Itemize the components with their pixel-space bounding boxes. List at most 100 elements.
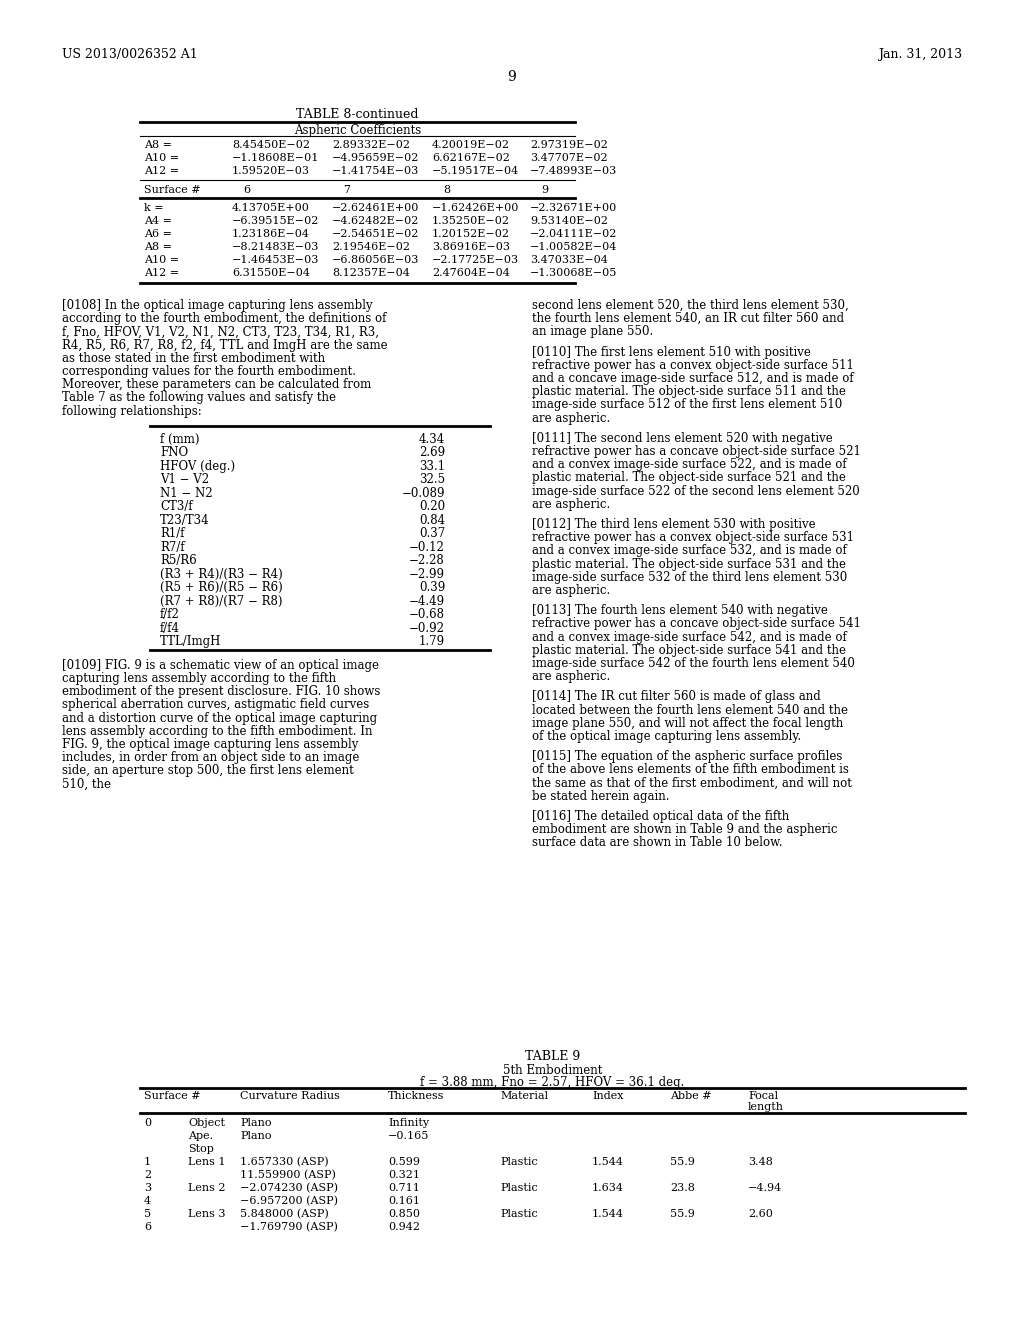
Text: embodiment are shown in Table 9 and the aspheric: embodiment are shown in Table 9 and the … — [532, 824, 838, 836]
Text: f (mm): f (mm) — [160, 433, 200, 446]
Text: −5.19517E−04: −5.19517E−04 — [432, 166, 519, 176]
Text: are aspheric.: are aspheric. — [532, 583, 610, 597]
Text: A8 =: A8 = — [144, 242, 172, 252]
Text: 1.23186E−04: 1.23186E−04 — [232, 228, 310, 239]
Text: Lens 2: Lens 2 — [188, 1183, 225, 1193]
Text: f = 3.88 mm, Fno = 2.57, HFOV = 36.1 deg.: f = 3.88 mm, Fno = 2.57, HFOV = 36.1 deg… — [420, 1076, 685, 1089]
Text: −0.165: −0.165 — [388, 1131, 429, 1140]
Text: −1.30068E−05: −1.30068E−05 — [530, 268, 617, 279]
Text: k =: k = — [144, 203, 164, 213]
Text: 1.59520E−03: 1.59520E−03 — [232, 166, 310, 176]
Text: −1.62426E+00: −1.62426E+00 — [432, 203, 519, 213]
Text: second lens element 520, the third lens element 530,: second lens element 520, the third lens … — [532, 300, 849, 312]
Text: refractive power has a concave object-side surface 521: refractive power has a concave object-si… — [532, 445, 861, 458]
Text: and a convex image-side surface 532, and is made of: and a convex image-side surface 532, and… — [532, 544, 847, 557]
Text: (R3 + R4)/(R3 − R4): (R3 + R4)/(R3 − R4) — [160, 568, 283, 581]
Text: 2.60: 2.60 — [748, 1209, 773, 1218]
Text: Infinity: Infinity — [388, 1118, 429, 1129]
Text: Surface #: Surface # — [144, 185, 201, 195]
Text: Plano: Plano — [240, 1118, 271, 1129]
Text: R1/f: R1/f — [160, 527, 184, 540]
Text: image plane 550, and will not affect the focal length: image plane 550, and will not affect the… — [532, 717, 843, 730]
Text: −0.68: −0.68 — [409, 609, 445, 622]
Text: A4 =: A4 = — [144, 216, 172, 226]
Text: 3: 3 — [144, 1183, 152, 1193]
Text: FNO: FNO — [160, 446, 188, 459]
Text: −1.00582E−04: −1.00582E−04 — [530, 242, 617, 252]
Text: 11.559900 (ASP): 11.559900 (ASP) — [240, 1170, 336, 1180]
Text: [0110] The first lens element 510 with positive: [0110] The first lens element 510 with p… — [532, 346, 811, 359]
Text: of the above lens elements of the fifth embodiment is: of the above lens elements of the fifth … — [532, 763, 849, 776]
Text: [0112] The third lens element 530 with positive: [0112] The third lens element 530 with p… — [532, 517, 816, 531]
Text: 2.97319E−02: 2.97319E−02 — [530, 140, 608, 150]
Text: the same as that of the first embodiment, and will not: the same as that of the first embodiment… — [532, 776, 852, 789]
Text: image-side surface 542 of the fourth lens element 540: image-side surface 542 of the fourth len… — [532, 657, 855, 671]
Text: 0.84: 0.84 — [419, 513, 445, 527]
Text: Lens 3: Lens 3 — [188, 1209, 225, 1218]
Text: 2.89332E−02: 2.89332E−02 — [332, 140, 410, 150]
Text: and a convex image-side surface 542, and is made of: and a convex image-side surface 542, and… — [532, 631, 847, 644]
Text: Surface #: Surface # — [144, 1092, 201, 1101]
Text: refractive power has a convex object-side surface 531: refractive power has a convex object-sid… — [532, 531, 854, 544]
Text: [0116] The detailed optical data of the fifth: [0116] The detailed optical data of the … — [532, 810, 790, 822]
Text: Jan. 31, 2013: Jan. 31, 2013 — [878, 48, 962, 61]
Text: A10 =: A10 = — [144, 153, 179, 162]
Text: plastic material. The object-side surface 541 and the: plastic material. The object-side surfac… — [532, 644, 846, 657]
Text: −6.957200 (ASP): −6.957200 (ASP) — [240, 1196, 338, 1206]
Text: 23.8: 23.8 — [670, 1183, 695, 1193]
Text: [0115] The equation of the aspheric surface profiles: [0115] The equation of the aspheric surf… — [532, 750, 843, 763]
Text: 3.47707E−02: 3.47707E−02 — [530, 153, 607, 162]
Text: −1.18608E−01: −1.18608E−01 — [232, 153, 319, 162]
Text: V1 − V2: V1 − V2 — [160, 474, 209, 486]
Text: 33.1: 33.1 — [419, 459, 445, 473]
Text: 9.53140E−02: 9.53140E−02 — [530, 216, 608, 226]
Text: plastic material. The object-side surface 521 and the: plastic material. The object-side surfac… — [532, 471, 846, 484]
Text: 6.31550E−04: 6.31550E−04 — [232, 268, 310, 279]
Text: Ape.: Ape. — [188, 1131, 213, 1140]
Text: −1.769790 (ASP): −1.769790 (ASP) — [240, 1222, 338, 1233]
Text: 3.86916E−03: 3.86916E−03 — [432, 242, 510, 252]
Text: R7/f: R7/f — [160, 541, 184, 554]
Text: Aspheric Coefficients: Aspheric Coefficients — [294, 124, 421, 137]
Text: are aspheric.: are aspheric. — [532, 498, 610, 511]
Text: 32.5: 32.5 — [419, 474, 445, 486]
Text: Focal: Focal — [748, 1092, 778, 1101]
Text: 0.39: 0.39 — [419, 581, 445, 594]
Text: 8: 8 — [443, 185, 451, 195]
Text: 6: 6 — [244, 185, 251, 195]
Text: be stated herein again.: be stated herein again. — [532, 789, 670, 803]
Text: −6.86056E−03: −6.86056E−03 — [332, 255, 420, 265]
Text: Stop: Stop — [188, 1144, 214, 1154]
Text: spherical aberration curves, astigmatic field curves: spherical aberration curves, astigmatic … — [62, 698, 370, 711]
Text: f/f4: f/f4 — [160, 622, 180, 635]
Text: Abbe #: Abbe # — [670, 1092, 712, 1101]
Text: 8.45450E−02: 8.45450E−02 — [232, 140, 310, 150]
Text: 0.20: 0.20 — [419, 500, 445, 513]
Text: 1.657330 (ASP): 1.657330 (ASP) — [240, 1158, 329, 1167]
Text: Curvature Radius: Curvature Radius — [240, 1092, 340, 1101]
Text: −2.074230 (ASP): −2.074230 (ASP) — [240, 1183, 338, 1193]
Text: A8 =: A8 = — [144, 140, 172, 150]
Text: 0.711: 0.711 — [388, 1183, 420, 1193]
Text: plastic material. The object-side surface 511 and the: plastic material. The object-side surfac… — [532, 385, 846, 399]
Text: A12 =: A12 = — [144, 268, 179, 279]
Text: 1.35250E−02: 1.35250E−02 — [432, 216, 510, 226]
Text: 2.47604E−04: 2.47604E−04 — [432, 268, 510, 279]
Text: 1: 1 — [144, 1158, 152, 1167]
Text: 4.34: 4.34 — [419, 433, 445, 446]
Text: Lens 1: Lens 1 — [188, 1158, 225, 1167]
Text: [0114] The IR cut filter 560 is made of glass and: [0114] The IR cut filter 560 is made of … — [532, 690, 821, 704]
Text: A6 =: A6 = — [144, 228, 172, 239]
Text: 0: 0 — [144, 1118, 152, 1129]
Text: 3.48: 3.48 — [748, 1158, 773, 1167]
Text: 0.37: 0.37 — [419, 527, 445, 540]
Text: −6.39515E−02: −6.39515E−02 — [232, 216, 319, 226]
Text: [0108] In the optical image capturing lens assembly: [0108] In the optical image capturing le… — [62, 300, 373, 312]
Text: lens assembly according to the fifth embodiment. In: lens assembly according to the fifth emb… — [62, 725, 373, 738]
Text: Plastic: Plastic — [500, 1183, 538, 1193]
Text: −2.54651E−02: −2.54651E−02 — [332, 228, 420, 239]
Text: embodiment of the present disclosure. FIG. 10 shows: embodiment of the present disclosure. FI… — [62, 685, 380, 698]
Text: FIG. 9, the optical image capturing lens assembly: FIG. 9, the optical image capturing lens… — [62, 738, 358, 751]
Text: 9: 9 — [508, 70, 516, 84]
Text: image-side surface 522 of the second lens element 520: image-side surface 522 of the second len… — [532, 484, 860, 498]
